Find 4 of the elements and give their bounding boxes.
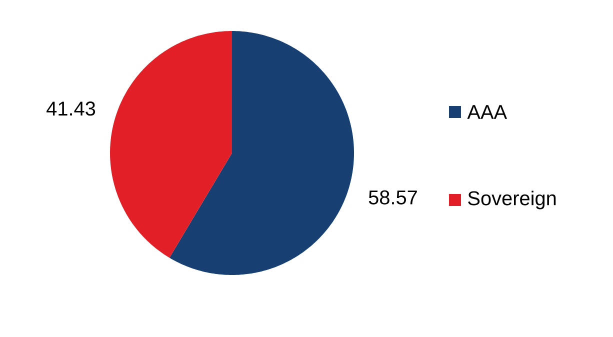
legend-label: Sovereign [468, 190, 556, 210]
data-label: 58.57 [368, 190, 417, 204]
data-label: 41.43 [46, 102, 96, 116]
legend-label: AAA [467, 105, 508, 119]
